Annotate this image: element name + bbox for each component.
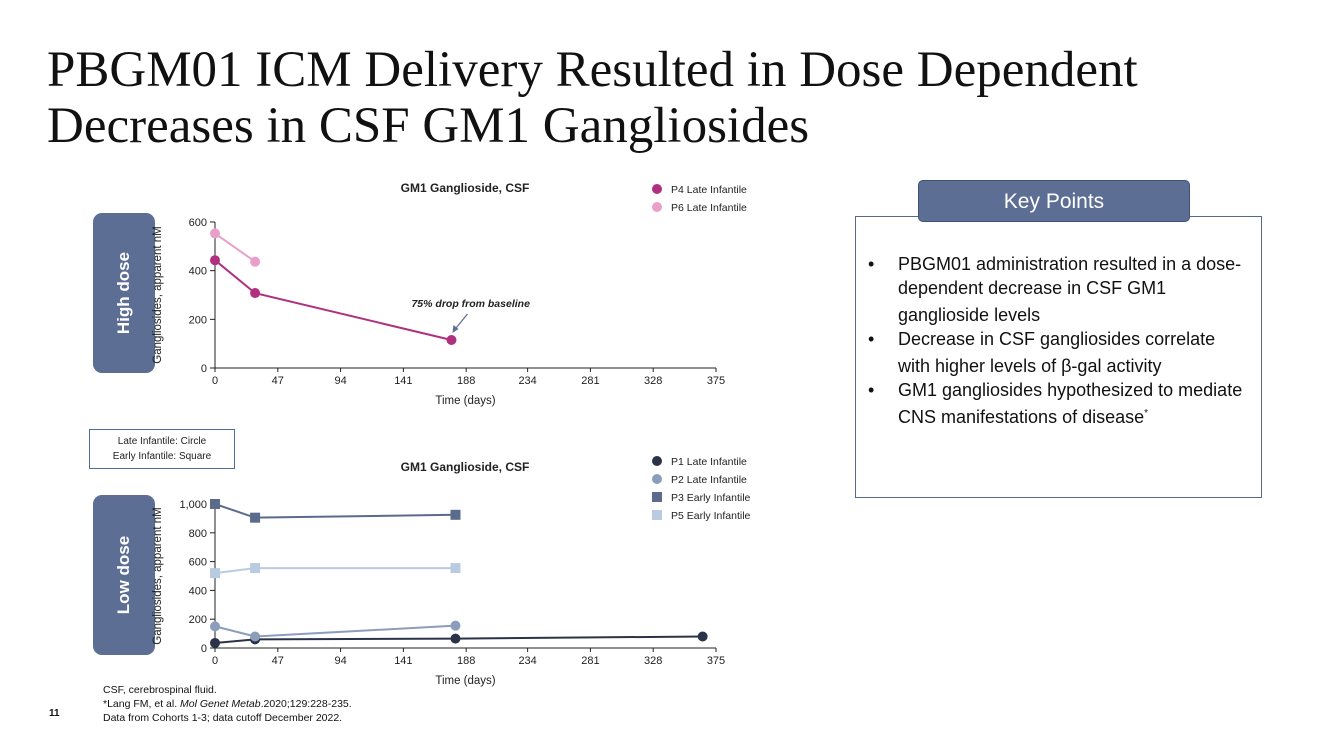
y-tick-label: 0: [201, 363, 207, 375]
legend-label: P3 Early Infantile: [671, 492, 751, 504]
legend-label: P4 Late Infantile: [671, 184, 747, 196]
y-tick-label: 200: [189, 614, 207, 626]
key-points-header: Key Points: [918, 180, 1190, 222]
x-tick-label: 375: [707, 655, 725, 667]
y-tick-label: 400: [189, 266, 207, 278]
legend-label: P5 Early Infantile: [671, 510, 751, 522]
x-tick-label: 94: [334, 655, 346, 667]
x-axis-label: Time (days): [435, 675, 495, 687]
ref-journal: Mol Genet Metab: [180, 698, 261, 710]
data-point: [450, 620, 461, 631]
x-tick-label: 188: [457, 375, 475, 387]
series-line: [214, 635, 703, 644]
y-tick-label: 600: [189, 557, 207, 569]
key-point-text: PBGM01 administration resulted in a dose…: [898, 254, 1242, 325]
bullet-icon: •: [868, 254, 875, 274]
annotation-arrowhead: [452, 325, 459, 334]
chart-title: GM1 Ganglioside, CSF: [401, 181, 530, 195]
y-axis-label: Gangliosides, apparent nM: [152, 507, 164, 644]
x-tick-label: 328: [644, 655, 662, 667]
bullet-icon: •: [868, 380, 875, 400]
data-point-square: [450, 563, 461, 574]
x-tick-label: 375: [707, 375, 725, 387]
annotation-arrow: [454, 313, 468, 331]
x-tick-label: 47: [272, 655, 284, 667]
data-point: [446, 335, 457, 346]
data-point: [250, 256, 261, 267]
low-dose-label: Low dose: [93, 495, 155, 655]
data-point: [697, 631, 708, 642]
data-point: [210, 228, 220, 239]
key-point-item: • PBGM01 administration resulted in a dos…: [866, 252, 1250, 327]
key-point-item: • GM1 gangliosides hypothesized to mediat…: [866, 378, 1250, 429]
x-axis-label: Time (days): [435, 395, 495, 407]
key-points-list: • PBGM01 administration resulted in a dos…: [866, 252, 1250, 429]
y-tick-label: 200: [189, 314, 207, 326]
key-point-item: • Decrease in CSF gangliosides correlate …: [866, 327, 1250, 378]
ref-details: .2020;129:228-235.: [260, 698, 352, 710]
low-dose-chart: GM1 Ganglioside, CSF 0 47 94 141 188 234 281 328…: [152, 456, 751, 687]
data-point: [250, 288, 261, 299]
key-point-text: Decrease in CSF gangliosides correlate w…: [898, 329, 1216, 376]
bullet-icon: •: [868, 329, 875, 349]
legend-label: P2 Late Infantile: [671, 474, 747, 486]
annotation-text: 75% drop from baseline: [411, 298, 530, 310]
legend-marker: [652, 202, 662, 212]
data-point: [210, 621, 220, 632]
data-point: [210, 255, 220, 266]
x-tick-label: 234: [518, 375, 536, 387]
high-dose-label: High dose: [93, 213, 155, 373]
data-point-square: [210, 568, 220, 579]
footnote-reference: *Lang FM, et al. Mol Genet Metab.2020;12…: [103, 697, 352, 711]
data-point-square: [210, 499, 220, 509]
legend-marker: [652, 456, 662, 466]
legend-marker: [652, 474, 662, 484]
data-point-square: [250, 563, 261, 574]
footnote-abbrev: CSF, cerebrospinal fluid.: [103, 684, 217, 696]
x-tick-label: 234: [518, 655, 536, 667]
key-points-panel: [855, 216, 1262, 498]
x-tick-label: 47: [272, 375, 284, 387]
x-tick-label: 281: [581, 375, 599, 387]
data-point: [210, 637, 220, 648]
x-tick-label: 0: [212, 375, 218, 387]
shape-legend-late: Late Infantile: Circle: [117, 436, 207, 447]
series-line: [214, 232, 256, 263]
data-point-square: [250, 512, 261, 523]
legend-label: P1 Late Infantile: [671, 456, 747, 468]
x-tick-label: 141: [394, 655, 412, 667]
x-tick-label: 0: [212, 655, 218, 667]
data-point-square: [450, 509, 461, 520]
x-tick-label: 328: [644, 375, 662, 387]
y-tick-label: 0: [201, 643, 207, 655]
slide-title: PBGM01 ICM Delivery Resulted in Dose Dep…: [47, 42, 1138, 154]
x-tick-label: 188: [457, 655, 475, 667]
y-tick-label: 600: [189, 217, 207, 229]
y-tick-label: 1,000: [179, 499, 207, 511]
page-number: 11: [49, 708, 60, 719]
shape-legend-early: Early Infantile: Square: [112, 451, 212, 462]
key-point-text: GM1 gangliosides hypothesized to mediate…: [898, 380, 1243, 427]
y-tick-label: 400: [189, 585, 207, 597]
marker-shape-legend: Late Infantile: Circle Early Infantile: …: [89, 429, 235, 469]
legend-marker: [652, 510, 662, 520]
data-point: [250, 631, 261, 642]
high-dose-chart: GM1 Ganglioside, CSF 0 47 94 141 188 234 281 328…: [152, 181, 747, 407]
key-point-sup: *: [1144, 408, 1149, 419]
y-axis-label: Gangliosides, apparent nM: [152, 226, 164, 363]
chart-title: GM1 Ganglioside, CSF: [401, 460, 530, 474]
data-point: [450, 633, 461, 644]
x-tick-label: 94: [334, 375, 346, 387]
legend-label: P6 Late Infantile: [671, 202, 747, 214]
footnote-data-source: Data from Cohorts 1-3; data cutoff Decem…: [103, 712, 343, 724]
ref-authors: *Lang FM, et al.: [103, 698, 181, 710]
legend-marker: [652, 184, 662, 194]
x-tick-label: 141: [394, 375, 412, 387]
footnotes: CSF, cerebrospinal fluid. *Lang FM, et a…: [103, 683, 352, 725]
legend-marker: [652, 492, 662, 502]
y-tick-label: 800: [189, 528, 207, 540]
x-tick-label: 281: [581, 655, 599, 667]
